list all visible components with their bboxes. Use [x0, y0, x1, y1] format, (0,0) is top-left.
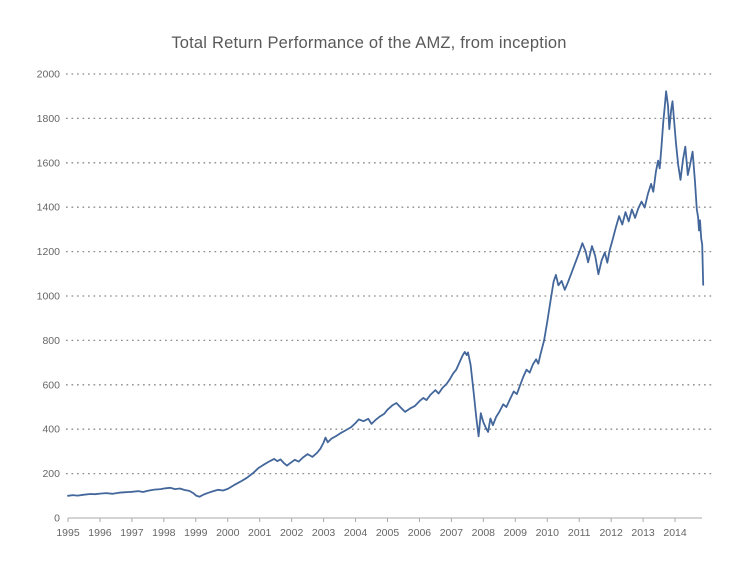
x-tick-label: 2009	[504, 527, 528, 539]
x-tick-label: 2014	[663, 527, 687, 539]
y-tick-label: 1000	[37, 291, 61, 303]
chart-title: Total Return Performance of the AMZ, fro…	[171, 34, 567, 52]
amz-total-return-line	[67, 90, 705, 498]
x-tick-label: 2003	[312, 527, 336, 539]
y-tick-label: 200	[42, 468, 60, 480]
y-tick-label: 600	[42, 379, 60, 391]
x-tick-label: 2010	[536, 527, 560, 539]
y-tick-label: 1800	[37, 113, 61, 125]
x-tick-label: 2008	[472, 527, 496, 539]
x-tick-label: 2006	[408, 527, 432, 539]
y-tick-label: 0	[54, 513, 60, 525]
y-tick-label: 1200	[37, 246, 61, 258]
x-tick-label: 2011	[568, 527, 591, 539]
x-tick-label: 2005	[376, 527, 400, 539]
x-tick-label: 2000	[216, 527, 240, 539]
x-tick-label: 1998	[152, 527, 176, 539]
x-tick-label: 2013	[631, 527, 655, 539]
y-tick-label: 1600	[37, 157, 61, 169]
x-tick-label: 1997	[120, 527, 144, 539]
y-tick-label: 800	[42, 335, 60, 347]
y-tick-label: 2000	[37, 69, 61, 81]
x-tick-label: 1999	[184, 527, 208, 539]
x-tick-label: 2012	[599, 527, 623, 539]
x-tick-label: 1995	[56, 527, 80, 539]
x-tick-label: 1996	[88, 527, 112, 539]
x-tick-label: 2002	[280, 527, 304, 539]
x-tick-label: 2007	[440, 527, 464, 539]
y-tick-label: 1400	[37, 202, 61, 214]
x-tick-label: 2004	[344, 527, 368, 539]
y-tick-label: 400	[42, 424, 60, 436]
x-tick-label: 2001	[248, 527, 272, 539]
